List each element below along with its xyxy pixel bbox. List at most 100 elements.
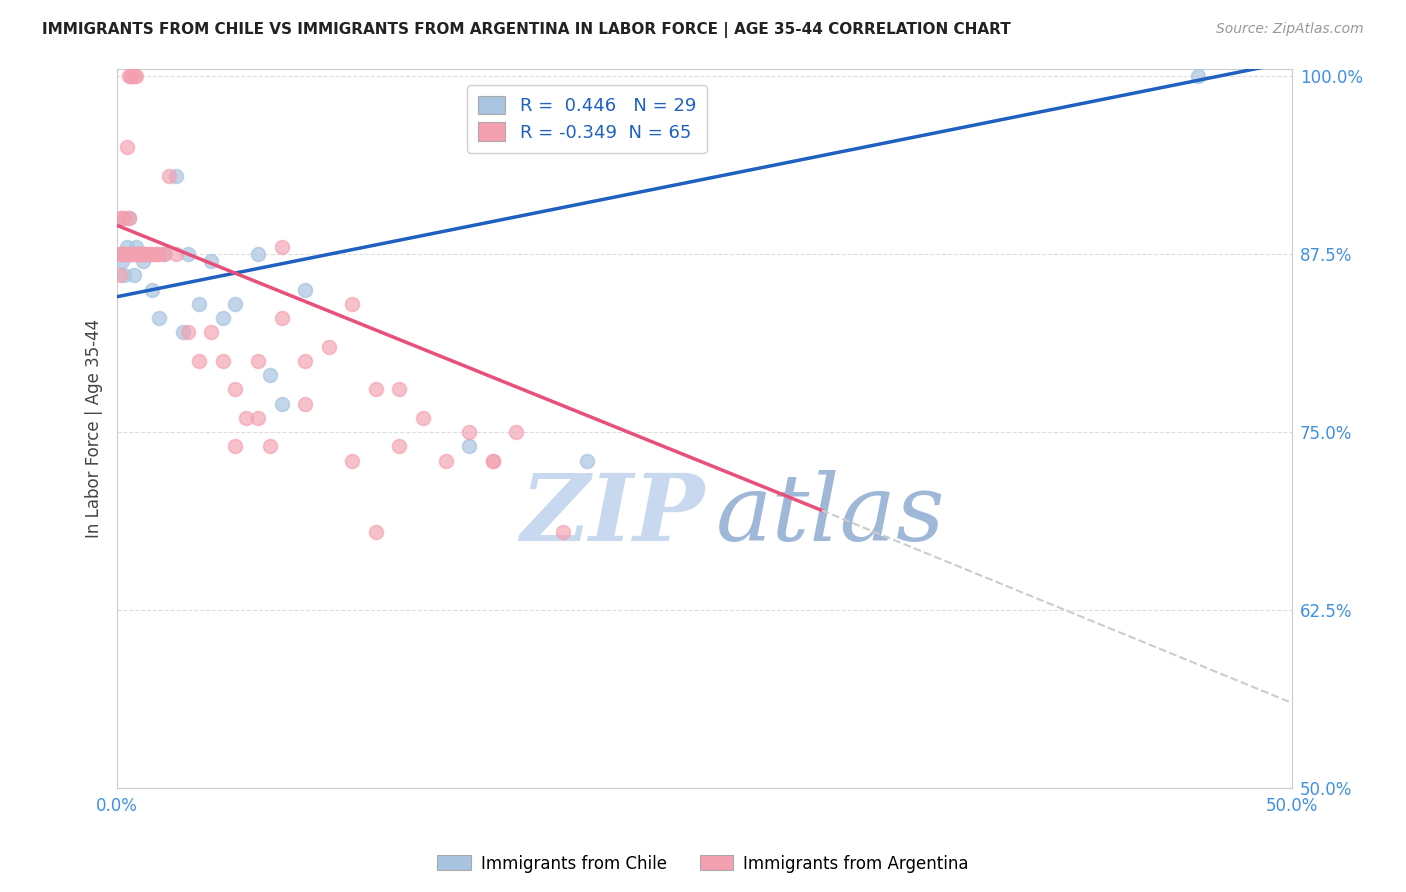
Point [112, 247, 135, 261]
Point [235, 410, 257, 425]
Point [575, 453, 598, 467]
Point [141, 283, 163, 297]
Point [139, 247, 162, 261]
Point [340, 297, 363, 311]
Point [118, 211, 141, 226]
Point [553, 524, 575, 539]
Point [129, 247, 152, 261]
Point [118, 247, 141, 261]
Point [118, 211, 141, 226]
Point [247, 247, 270, 261]
Point [111, 211, 134, 226]
Point [200, 254, 222, 268]
Point [434, 453, 457, 467]
Point [143, 247, 166, 261]
Legend: Immigrants from Chile, Immigrants from Argentina: Immigrants from Chile, Immigrants from A… [430, 848, 976, 880]
Point [259, 368, 281, 382]
Point [141, 247, 163, 261]
Point [247, 410, 270, 425]
Text: IMMIGRANTS FROM CHILE VS IMMIGRANTS FROM ARGENTINA IN LABOR FORCE | AGE 35-44 CO: IMMIGRANTS FROM CHILE VS IMMIGRANTS FROM… [42, 22, 1011, 38]
Point [127, 247, 149, 261]
Point [294, 353, 316, 368]
Point [136, 247, 159, 261]
Point [212, 353, 235, 368]
Text: atlas: atlas [716, 470, 946, 560]
Point [120, 69, 142, 83]
Text: Source: ZipAtlas.com: Source: ZipAtlas.com [1216, 22, 1364, 37]
Point [165, 247, 187, 261]
Point [108, 268, 131, 283]
Point [1187, 69, 1209, 83]
Point [364, 382, 387, 396]
Y-axis label: In Labor Force | Age 35-44: In Labor Force | Age 35-44 [86, 319, 103, 538]
Point [224, 297, 246, 311]
Point [108, 211, 131, 226]
Point [125, 69, 148, 83]
Point [153, 247, 176, 261]
Point [482, 453, 505, 467]
Point [122, 247, 145, 261]
Point [112, 247, 135, 261]
Point [172, 326, 194, 340]
Point [153, 247, 176, 261]
Point [270, 240, 292, 254]
Point [118, 69, 141, 83]
Point [176, 326, 198, 340]
Point [148, 311, 170, 326]
Point [482, 453, 505, 467]
Point [127, 247, 149, 261]
Point [176, 247, 198, 261]
Point [224, 382, 246, 396]
Point [157, 169, 180, 183]
Point [364, 524, 387, 539]
Point [134, 247, 156, 261]
Point [111, 247, 134, 261]
Point [458, 425, 481, 439]
Point [388, 382, 411, 396]
Point [122, 268, 145, 283]
Point [115, 247, 138, 261]
Point [122, 69, 145, 83]
Point [120, 247, 142, 261]
Point [270, 396, 292, 410]
Point [146, 247, 169, 261]
Point [120, 69, 142, 83]
Point [120, 247, 142, 261]
Point [270, 311, 292, 326]
Point [111, 247, 134, 261]
Point [294, 283, 316, 297]
Point [134, 247, 156, 261]
Point [108, 247, 131, 261]
Point [115, 240, 138, 254]
Point [318, 340, 340, 354]
Point [212, 311, 235, 326]
Point [505, 425, 527, 439]
Point [108, 247, 131, 261]
Point [125, 240, 148, 254]
Point [129, 247, 152, 261]
Point [412, 410, 434, 425]
Point [188, 297, 211, 311]
Point [127, 247, 149, 261]
Point [200, 326, 222, 340]
Point [125, 247, 148, 261]
Point [340, 453, 363, 467]
Point [112, 211, 135, 226]
Point [148, 247, 170, 261]
Point [224, 439, 246, 453]
Point [112, 268, 135, 283]
Point [132, 247, 155, 261]
Point [132, 254, 155, 268]
Point [165, 169, 187, 183]
Point [259, 439, 281, 453]
Text: ZIP: ZIP [520, 470, 704, 560]
Point [111, 254, 134, 268]
Point [388, 439, 411, 453]
Point [129, 247, 152, 261]
Point [188, 353, 211, 368]
Point [294, 396, 316, 410]
Point [458, 439, 481, 453]
Legend: R =  0.446   N = 29, R = -0.349  N = 65: R = 0.446 N = 29, R = -0.349 N = 65 [467, 85, 707, 153]
Point [115, 140, 138, 154]
Point [247, 353, 270, 368]
